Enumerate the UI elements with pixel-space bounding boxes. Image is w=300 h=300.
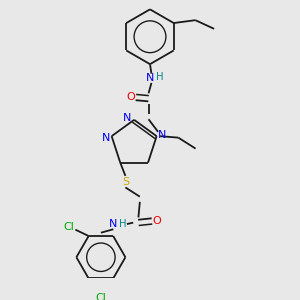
Text: Cl: Cl xyxy=(95,292,106,300)
Text: O: O xyxy=(126,92,135,102)
Text: H: H xyxy=(119,219,126,229)
Text: N: N xyxy=(146,73,154,83)
Text: O: O xyxy=(153,216,161,226)
Text: H: H xyxy=(156,72,163,82)
Text: N: N xyxy=(158,130,166,140)
Text: N: N xyxy=(102,133,111,142)
Text: S: S xyxy=(122,177,129,187)
Text: N: N xyxy=(109,219,118,229)
Text: N: N xyxy=(123,112,131,122)
Text: Cl: Cl xyxy=(64,222,74,232)
